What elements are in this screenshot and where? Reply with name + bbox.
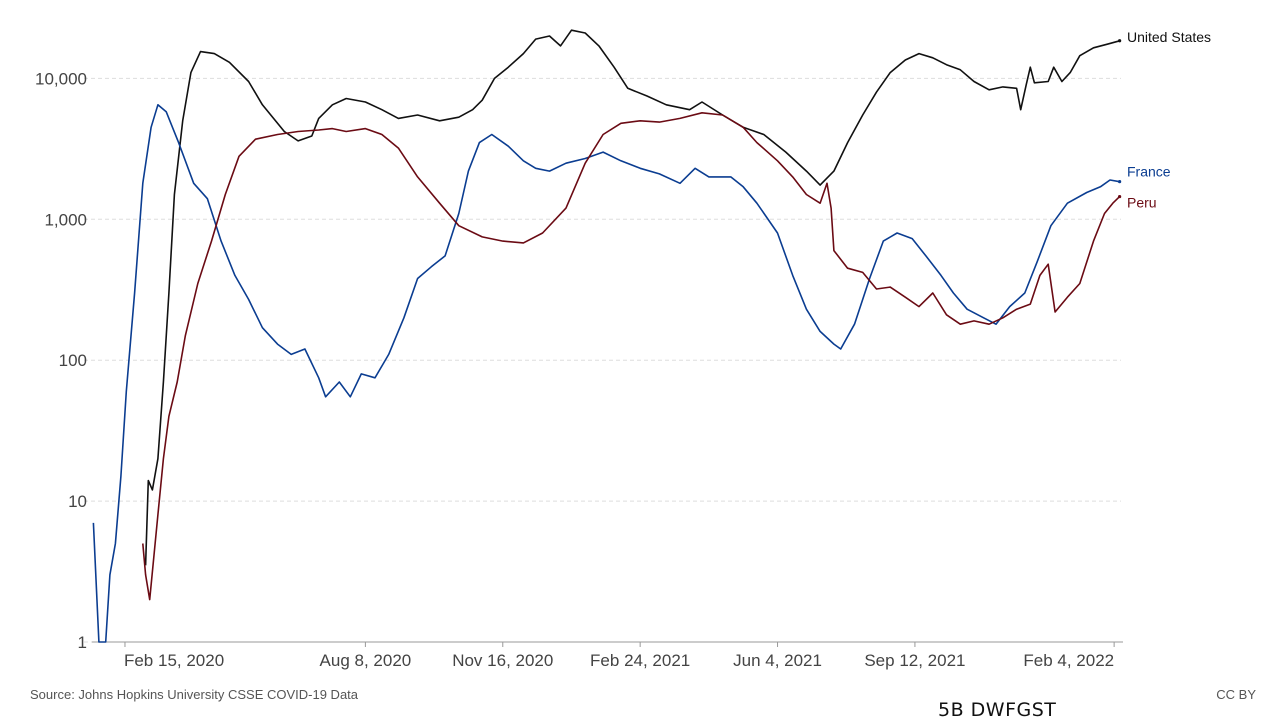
series-end-point-peru [1118,194,1122,199]
y-axis-tick-labels: 1 10 100 1,000 10,000 [35,69,87,652]
y-tick-label: 10 [68,492,87,511]
series-line-france [92,104,1120,643]
series-lines [92,29,1122,643]
y-tick-label: 100 [59,351,87,370]
y-tick-label: 1,000 [44,210,87,229]
cases-line-chart: 1 10 100 1,000 10,000 Feb 15, 2020 Aug 8, 202… [35,29,1211,670]
x-tick-label: Aug 8, 2020 [320,651,412,670]
gridlines [84,77,1121,643]
series-line-united-states [144,29,1120,566]
x-tick-label: Jun 4, 2021 [733,651,822,670]
x-tick-label: Sep 12, 2021 [864,651,965,670]
series-label-united-states: United States [1127,29,1211,45]
x-tick-label: Nov 16, 2020 [452,651,553,670]
series-line-peru [142,112,1121,601]
series-labels: United States France Peru [1127,29,1211,211]
x-tick-label: Feb 4, 2022 [1023,651,1114,670]
series-end-point-united-states [1118,39,1122,43]
y-tick-label: 1 [78,633,87,652]
series-end-point-france [1118,180,1122,184]
x-tick-label: Feb 15, 2020 [124,651,224,670]
source-note: Source: Johns Hopkins University CSSE CO… [30,687,359,702]
x-axis-tick-labels: Feb 15, 2020 Aug 8, 2020 Nov 16, 2020 Feb 2… [124,642,1115,670]
x-tick-label: Feb 24, 2021 [590,651,690,670]
series-label-peru: Peru [1127,195,1157,211]
series-label-france: France [1127,164,1171,180]
y-tick-label: 10,000 [35,69,87,88]
license-label: CC BY [1216,687,1256,702]
watermark-text: 5B DWFGST [938,699,1057,721]
